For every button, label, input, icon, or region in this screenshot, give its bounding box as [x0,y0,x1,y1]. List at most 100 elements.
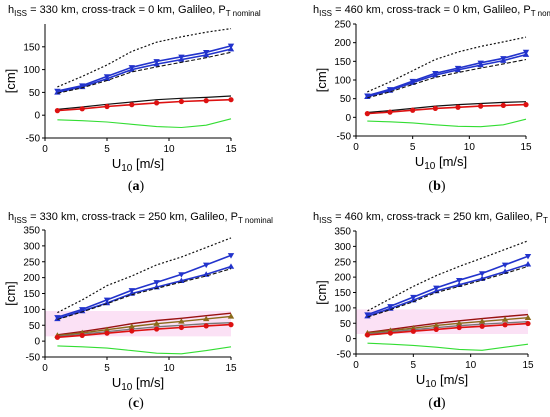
y-tick-label: 50 [29,321,41,332]
x-tick-label: 10 [163,363,175,374]
data-point-triangle-up [54,315,61,322]
data-point-triangle-up [153,320,160,326]
data-point-triangle-up [227,313,235,319]
x-tick-label: 5 [104,363,110,374]
y-tick-label: 50 [340,319,352,330]
data-point-triangle-up [454,66,462,73]
data-point-circle [129,102,135,108]
data-point-circle [410,107,416,113]
series-line-black-dotted [367,240,529,312]
y-tick-label: 100 [334,303,351,314]
y-tick-label: 100 [334,76,351,87]
y-tick-label: 50 [340,94,352,105]
data-point-circle [178,98,184,105]
data-point-triangle-down [456,277,463,284]
series-line-brown-up [57,315,232,337]
series-line-blue-down [367,255,529,316]
series-line-gray-solid [367,321,529,335]
x-tick-label: 5 [104,144,110,155]
data-point-triangle-up [227,45,235,52]
data-point-triangle-up [103,326,111,332]
y-tick-label: 250 [334,257,351,268]
data-point-circle [154,100,160,106]
x-tick-label: 15 [225,363,237,374]
data-point-circle [364,332,371,338]
panel-a: hISS = 330 km, cross-track = 0 km, Galil… [3,4,261,194]
x-tick-label: 10 [163,144,175,155]
data-point-triangle-up [432,71,439,78]
panel-caption: (a) [128,179,145,194]
series-line-green-solid [367,118,527,128]
series-line-black-solid [367,101,527,114]
data-point-triangle-up [522,51,530,57]
data-point-circle [479,323,485,329]
data-point-circle [203,98,209,104]
panel-d: hISS = 460 km, cross-track = 250 km, Gal… [313,211,550,411]
y-tick-label: 0 [34,337,40,348]
series-line-black-dotted [367,36,527,93]
series-line-blue-down [367,51,527,97]
data-point-circle [79,106,85,112]
y-tick-label: -50 [26,353,41,364]
series-line-red-dot [367,103,527,115]
data-point-triangle-up [103,75,111,81]
y-tick-label: 250 [23,257,40,268]
data-point-circle [523,102,529,108]
y-tick-label: 50 [29,88,41,99]
data-point-triangle-up [500,57,507,63]
series-line-blue-down [57,45,232,92]
series-line-blue-up [57,48,232,94]
series-line-blue-up [367,53,527,98]
data-point-circle [129,328,135,334]
x-tick-label: 15 [520,142,532,153]
data-point-circle [79,332,85,339]
series-line-darkred-solid [367,313,529,334]
data-point-triangle-up [128,323,135,329]
y-tick-label: 0 [345,334,351,345]
data-point-triangle-up [178,318,185,324]
y-tick-label: 200 [334,273,351,284]
data-point-triangle-up [478,318,486,324]
series-line-darkred-solid [57,312,232,336]
series-line-green-solid [57,118,232,129]
x-tick-label: 5 [410,142,416,153]
y-tick-label: 150 [334,57,351,68]
x-tick-label: 15 [225,144,237,155]
data-point-circle [478,103,484,109]
x-axis-label: U10 [m/s] [416,372,468,390]
data-point-triangle-down [227,253,235,259]
panel-caption: (d) [428,396,445,411]
x-tick-label: 0 [42,363,48,374]
series-line-blue-up [57,265,232,320]
data-point-triangle-up [433,322,440,328]
y-tick-label: 150 [23,42,40,53]
data-point-circle [228,97,234,103]
data-point-triangle-up [153,60,160,67]
data-point-circle [228,322,234,328]
data-point-triangle-down [153,280,160,286]
y-tick-label: 0 [345,113,351,124]
data-point-circle [500,102,506,108]
series-line-brown-up [367,317,529,334]
data-point-circle [433,326,439,332]
panel-caption: (b) [428,179,445,194]
data-point-triangle-up [227,263,235,269]
panel-title: hISS = 330 km, cross-track = 0 km, Galil… [8,4,261,18]
series-line-red-dot [57,98,232,112]
y-axis-label: [cm] [314,280,329,305]
data-point-triangle-up [203,51,210,58]
panel-title: hISS = 460 km, cross-track = 250 km, Gal… [313,211,550,225]
y-tick-label: -50 [337,132,352,143]
y-tick-label: 350 [23,226,40,237]
data-point-circle [54,108,61,114]
panel-title: hISS = 460 km, cross-track = 0 km, Galil… [313,4,550,18]
data-point-triangle-down [501,262,509,269]
series-line-red-dot [57,323,232,339]
data-point-triangle-up [524,261,532,267]
y-tick-label: 300 [23,241,40,252]
series-line-black-dashed [57,268,232,321]
data-point-circle [178,324,184,331]
x-tick-label: 10 [464,142,476,153]
y-tick-label: 300 [334,242,351,253]
